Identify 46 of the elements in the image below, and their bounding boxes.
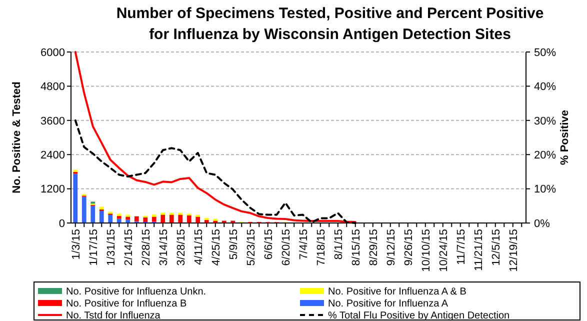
x-tick-label: 9/26/15 <box>402 229 415 266</box>
legend-label: No. Positive for Influenza A & B <box>328 286 467 298</box>
y2-tick-label: 50% <box>534 46 556 59</box>
y2-axis-title: % Positive <box>559 110 571 166</box>
y-tick-label: 1200 <box>40 184 65 196</box>
x-tick-label: 10/24/15 <box>438 229 450 272</box>
x-tick-label: 3/28/15 <box>175 229 188 266</box>
y-tick-label: 3600 <box>40 115 65 128</box>
legend-label: No. Positive for Influenza Unkn. <box>66 286 206 298</box>
y2-tick-label: 20% <box>534 149 556 162</box>
x-tick-label: 6/6/15 <box>262 229 275 260</box>
x-tick-label: 9/12/15 <box>385 229 398 266</box>
y-axis-title: No. Positive & Tested <box>11 82 23 194</box>
x-tick-label: 2/14/15 <box>122 229 135 266</box>
x-tick-label: 6/20/15 <box>280 229 292 266</box>
x-tick-label: 11/7/15 <box>455 229 468 265</box>
y2-tick-label: 10% <box>534 184 556 196</box>
legend-label: No. Tstd for Influenza <box>66 310 161 321</box>
x-tick-label: 8/1/15 <box>332 229 345 260</box>
x-tick-label: 5/23/15 <box>245 229 258 266</box>
x-tick-label: 7/4/15 <box>298 229 310 260</box>
x-tick-label: 2/28/15 <box>140 229 152 266</box>
y2-tick-label: 40% <box>534 81 556 94</box>
x-tick-label: 1/31/15 <box>105 229 118 266</box>
x-tick-label: 12/5/15 <box>490 229 502 266</box>
legend-label: No. Positive for Influenza A <box>328 298 448 310</box>
x-tick-label: 11/21/15 <box>472 229 485 272</box>
x-tick-label: 8/29/15 <box>368 229 380 266</box>
y-tick-label: 4800 <box>40 81 65 94</box>
x-tick-label: 10/10/15 <box>420 229 432 272</box>
x-tick-label: 1/17/15 <box>88 229 100 266</box>
x-tick-label: 4/25/15 <box>210 229 222 266</box>
x-tick-label: 1/3/15 <box>70 229 82 260</box>
y-tick-label: 0 <box>58 218 65 230</box>
y2-tick-label: 30% <box>534 115 556 128</box>
x-tick-label: 7/18/15 <box>315 229 328 266</box>
y2-tick-label: 0% <box>534 218 550 230</box>
y-tick-label: 2400 <box>40 149 65 162</box>
x-tick-label: 12/19/15 <box>508 229 520 272</box>
x-tick-label: 3/14/15 <box>158 229 170 266</box>
x-tick-label: 5/9/15 <box>228 229 240 260</box>
legend-label: No. Positive for Influenza B <box>66 298 187 310</box>
chart-title: Number of Specimens Tested, Positive and Percent Positive for Influenza by Wisconsin Antigen Detection Sites <box>116 5 544 43</box>
x-tick-label: 4/11/15 <box>192 229 205 265</box>
x-tick-label: 8/15/15 <box>350 229 362 266</box>
y-tick-label: 6000 <box>40 46 65 59</box>
